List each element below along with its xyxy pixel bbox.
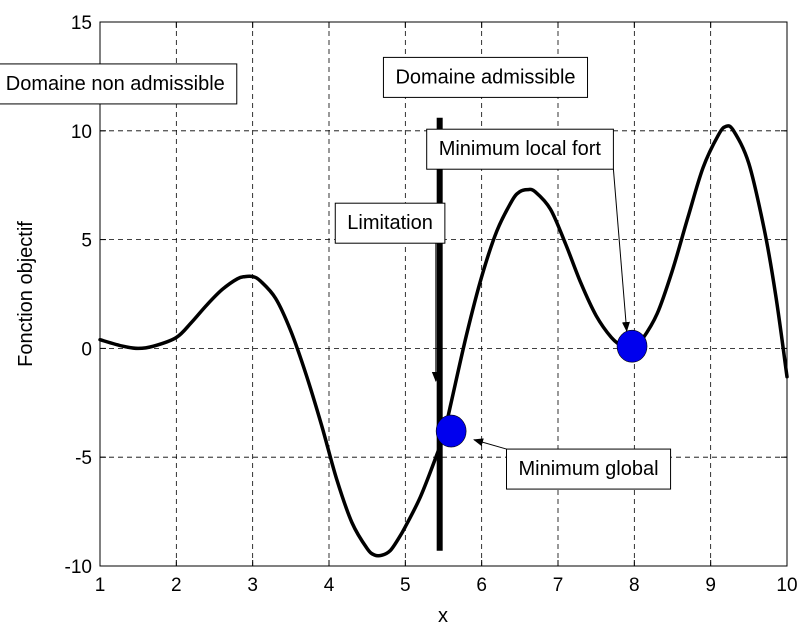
y-tick-label: 10 <box>71 122 92 143</box>
x-tick-label: 3 <box>247 575 258 596</box>
x-tick-label: 10 <box>776 575 797 596</box>
annotation: Minimum local fort <box>426 128 614 170</box>
annotation-box <box>0 63 238 105</box>
x-tick-label: 5 <box>400 575 411 596</box>
plot-frame <box>99 21 788 567</box>
x-tick-label: 9 <box>705 575 716 596</box>
annotation: Domaine non admissible <box>0 63 238 105</box>
y-tick-label: -10 <box>65 557 92 578</box>
x-tick-label: 7 <box>553 575 564 596</box>
annotation-text: Limitation <box>347 212 433 234</box>
annotation-arrow <box>473 438 507 450</box>
annotation-arrow <box>612 169 630 332</box>
annotations: Domaine non admissible Domaine admissible… <box>0 56 672 490</box>
objective-curve <box>98 124 789 558</box>
x-tick-label: 8 <box>629 575 640 596</box>
x-tick-label: 1 <box>95 575 106 596</box>
minimum-point <box>616 329 648 363</box>
curve-layer <box>98 124 789 558</box>
x-tick-label: 6 <box>476 575 487 596</box>
annotation-text: Domaine non admissible <box>6 73 225 95</box>
annotation-box <box>426 128 614 170</box>
points-layer <box>435 329 648 448</box>
annotation-box <box>382 56 589 98</box>
annotation: Domaine admissible <box>382 56 589 98</box>
annotation-text: Minimum local fort <box>439 138 602 160</box>
plot-background <box>100 22 787 566</box>
annotation: Minimum global <box>506 448 672 490</box>
x-axis-label: x <box>438 605 448 627</box>
annotation-text: Domaine admissible <box>395 66 575 88</box>
annotation: Limitation <box>334 202 446 244</box>
annotation-text: Minimum global <box>519 458 659 480</box>
x-tick-label: 2 <box>171 575 182 596</box>
minimum-point <box>435 414 467 448</box>
y-axis-label: Fonction objectif <box>15 221 37 367</box>
annotation-box <box>506 448 672 490</box>
annotation-box <box>334 202 446 244</box>
y-tick-label: -5 <box>75 448 92 469</box>
y-tick-label: 0 <box>81 339 92 360</box>
x-tick-label: 4 <box>324 575 335 596</box>
y-tick-label: 15 <box>71 13 92 34</box>
y-tick-label: 5 <box>81 231 92 252</box>
ticks: 1 2 3 4 5 6 7 8 9 10 -10 -5 0 5 10 15 <box>65 13 798 596</box>
